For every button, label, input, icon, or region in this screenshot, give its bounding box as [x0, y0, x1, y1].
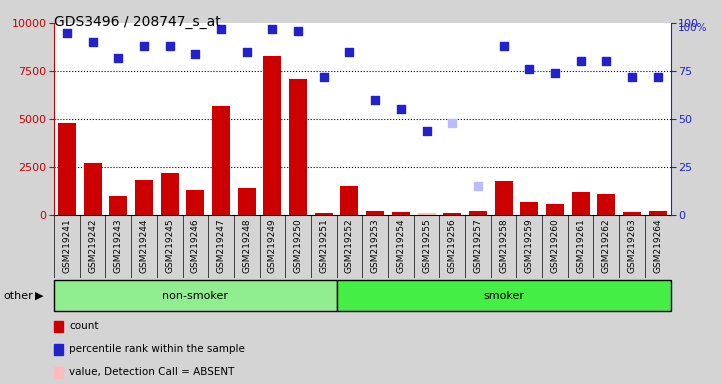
Text: non-smoker: non-smoker: [162, 291, 229, 301]
Text: GSM219251: GSM219251: [319, 218, 328, 273]
Point: [292, 28, 304, 34]
Text: GSM219261: GSM219261: [576, 218, 585, 273]
Text: GSM219246: GSM219246: [191, 218, 200, 273]
Point: [472, 183, 484, 189]
Text: 100%: 100%: [678, 23, 707, 33]
Text: GSM219250: GSM219250: [293, 218, 303, 273]
Point: [497, 43, 509, 49]
Bar: [572, 192, 590, 215]
Point: [164, 43, 175, 49]
Point: [87, 39, 98, 45]
Text: GSM219259: GSM219259: [525, 218, 534, 273]
Text: GSM219244: GSM219244: [139, 218, 149, 273]
Bar: [110, 196, 128, 215]
Text: value, Detection Call = ABSENT: value, Detection Call = ABSENT: [69, 367, 234, 377]
Point: [446, 120, 458, 126]
Point: [344, 49, 355, 55]
Bar: [392, 212, 410, 215]
Point: [241, 49, 252, 55]
Text: ▶: ▶: [35, 291, 43, 301]
Bar: [186, 190, 204, 215]
Text: GSM219253: GSM219253: [371, 218, 380, 273]
Text: GSM219260: GSM219260: [550, 218, 559, 273]
Bar: [417, 213, 435, 215]
Bar: [315, 213, 333, 215]
Point: [138, 43, 150, 49]
Text: GSM219258: GSM219258: [499, 218, 508, 273]
Point: [267, 26, 278, 32]
Text: GSM219262: GSM219262: [602, 218, 611, 273]
Text: GSM219247: GSM219247: [216, 218, 226, 273]
Point: [369, 97, 381, 103]
Point: [601, 58, 612, 65]
Point: [523, 66, 535, 72]
Text: GSM219249: GSM219249: [268, 218, 277, 273]
Bar: [366, 211, 384, 215]
Point: [421, 127, 433, 134]
Bar: [649, 211, 667, 215]
Text: GSM219245: GSM219245: [165, 218, 174, 273]
Text: GDS3496 / 208747_s_at: GDS3496 / 208747_s_at: [54, 15, 221, 29]
Bar: [521, 202, 539, 215]
Bar: [238, 188, 256, 215]
Text: GSM219243: GSM219243: [114, 218, 123, 273]
Point: [190, 51, 201, 57]
Point: [216, 26, 227, 32]
Text: GSM219257: GSM219257: [474, 218, 482, 273]
Text: GSM219248: GSM219248: [242, 218, 251, 273]
Bar: [161, 173, 179, 215]
Point: [549, 70, 561, 76]
Text: percentile rank within the sample: percentile rank within the sample: [69, 344, 245, 354]
Text: GSM219263: GSM219263: [627, 218, 637, 273]
Bar: [58, 123, 76, 215]
Point: [575, 58, 586, 65]
Text: GSM219254: GSM219254: [397, 218, 405, 273]
Bar: [443, 213, 461, 215]
Bar: [289, 79, 307, 215]
Text: count: count: [69, 321, 99, 331]
Bar: [135, 180, 153, 215]
Point: [395, 106, 407, 113]
Text: GSM219252: GSM219252: [345, 218, 354, 273]
Bar: [597, 194, 615, 215]
Point: [61, 30, 73, 36]
Bar: [212, 106, 230, 215]
Point: [652, 74, 663, 80]
Bar: [84, 163, 102, 215]
Text: GSM219264: GSM219264: [653, 218, 662, 273]
Bar: [495, 182, 513, 215]
Text: smoker: smoker: [483, 291, 524, 301]
Bar: [469, 211, 487, 215]
Point: [318, 74, 329, 80]
Text: GSM219255: GSM219255: [422, 218, 431, 273]
Point: [627, 74, 638, 80]
Bar: [340, 186, 358, 215]
Bar: [623, 212, 641, 215]
Point: [112, 55, 124, 61]
Text: GSM219241: GSM219241: [63, 218, 71, 273]
Bar: [263, 56, 281, 215]
Text: GSM219242: GSM219242: [88, 218, 97, 273]
Text: other: other: [4, 291, 33, 301]
Text: GSM219256: GSM219256: [448, 218, 456, 273]
Bar: [546, 204, 564, 215]
